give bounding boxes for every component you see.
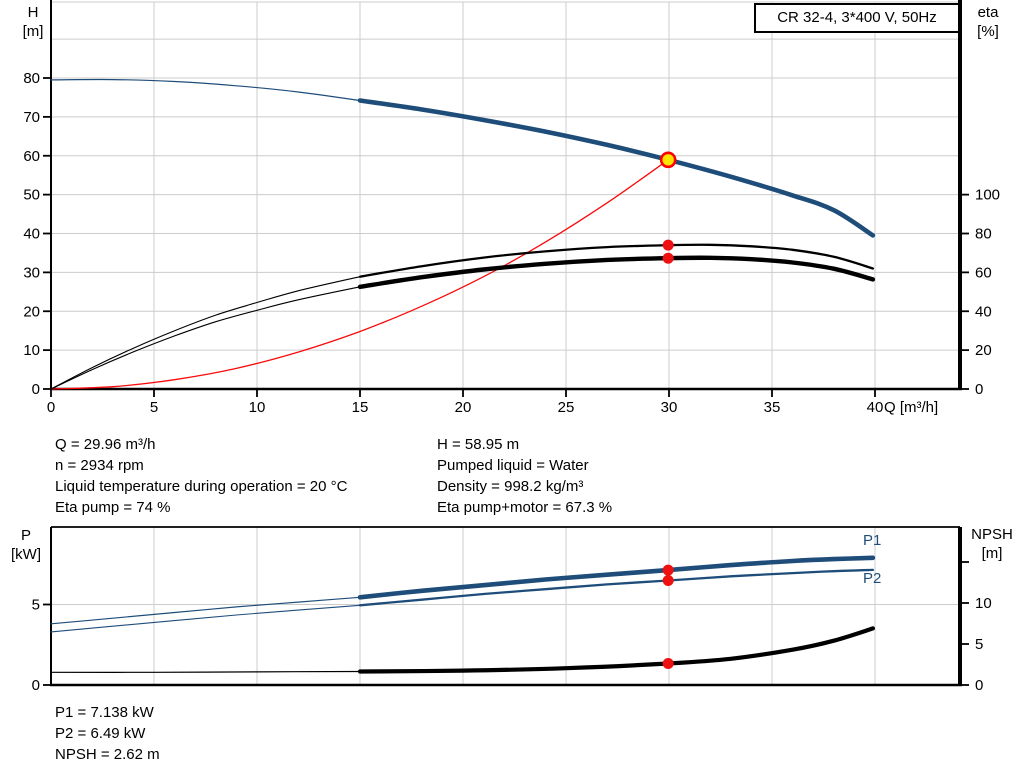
- svg-text:70: 70: [23, 109, 40, 126]
- bottom-grid: [51, 526, 960, 685]
- svg-text:60: 60: [975, 264, 992, 281]
- pump-designation-label: CR 32-4, 3*400 V, 50Hz: [777, 9, 937, 26]
- svg-text:20: 20: [455, 399, 472, 416]
- svg-text:10: 10: [23, 342, 40, 359]
- svg-text:10: 10: [249, 399, 266, 416]
- svg-text:30: 30: [23, 264, 40, 281]
- eta-pump-curve: [50, 276, 361, 390]
- result-p1: P1 = 7.138 kW: [55, 704, 154, 721]
- npsh-axis-title-line1: NPSH: [971, 526, 1013, 543]
- info-pumped-liquid: Pumped liquid = Water: [437, 457, 589, 474]
- eta-pump-motor-curve: [50, 286, 361, 390]
- npsh-curve: [50, 670, 361, 673]
- bottom-chart: 0 5 0 5 10: [32, 526, 992, 694]
- p1-curve-label: P1: [863, 532, 882, 549]
- p2-curve: [358, 568, 875, 607]
- svg-text:15: 15: [352, 399, 369, 416]
- svg-text:30: 30: [661, 399, 678, 416]
- svg-text:20: 20: [23, 303, 40, 320]
- npsh-point-marker: [662, 658, 674, 670]
- info-head: H = 58.95 m: [437, 436, 520, 453]
- q-axis-title: Q [m³/h]: [884, 399, 939, 416]
- result-p2: P2 = 6.49 kW: [55, 725, 146, 742]
- svg-text:0: 0: [975, 381, 983, 398]
- svg-text:0: 0: [975, 677, 983, 694]
- svg-text:40: 40: [867, 399, 884, 416]
- info-eta-pump-motor: Eta pump+motor = 67.3 %: [437, 499, 613, 516]
- pump-designation-box: CR 32-4, 3*400 V, 50Hz: [754, 3, 960, 33]
- svg-text:5: 5: [150, 399, 158, 416]
- svg-text:100: 100: [975, 187, 1000, 204]
- info-liquid-temperature: Liquid temperature during operation = 20…: [55, 478, 348, 495]
- info-speed: n = 2934 rpm: [55, 457, 144, 474]
- p1-curve: [357, 555, 876, 600]
- eta-pump-motor-point-marker: [662, 252, 674, 264]
- top-chart: 0 10 20 30 40 50 60 70 80 0 20 40 60 80 100 0 5 10 15 20 25 3…: [23, 0, 1000, 416]
- h-axis-title-line2: [m]: [22, 23, 44, 40]
- p2-point-marker: [662, 575, 674, 587]
- h-axis-title-line1: H: [27, 4, 39, 21]
- svg-text:0: 0: [47, 399, 55, 416]
- svg-text:80: 80: [23, 70, 40, 87]
- eta-axis-title-line1: eta: [977, 4, 999, 21]
- p1-point-marker: [662, 564, 674, 576]
- head-curve: [50, 78, 361, 102]
- info-eta-pump: Eta pump = 74 %: [55, 499, 171, 516]
- h-axis-title: H [m]: [13, 3, 53, 41]
- duty-info-left: Q = 29.96 m³/h n = 2934 rpm Liquid tempe…: [55, 434, 347, 518]
- svg-text:5: 5: [32, 597, 40, 614]
- eta-axis-title: eta [%]: [966, 3, 1010, 41]
- svg-text:40: 40: [975, 303, 992, 320]
- npsh-axis-title-line2: [m]: [981, 545, 1003, 562]
- svg-text:5: 5: [975, 636, 983, 653]
- info-flow: Q = 29.96 m³/h: [55, 436, 156, 453]
- duty-point-marker[interactable]: [659, 151, 677, 169]
- svg-text:25: 25: [558, 399, 575, 416]
- top-axes: 0 10 20 30 40 50 60 70 80 0 20 40 60 80 100 0 5 10 15 20 25 3…: [23, 0, 1000, 416]
- svg-text:40: 40: [23, 226, 40, 243]
- p2-curve-label: P2: [863, 570, 882, 587]
- bottom-axes: 0 5 0 5 10: [32, 527, 992, 694]
- duty-info-right: H = 58.95 m Pumped liquid = Water Densit…: [437, 434, 612, 518]
- p2-curve: [50, 604, 361, 633]
- top-grid: [51, 1, 960, 389]
- p-axis-title-line2: [kW]: [11, 546, 41, 563]
- p1-curve: [50, 596, 361, 625]
- svg-text:35: 35: [764, 399, 781, 416]
- eta-axis-title-line2: [%]: [977, 23, 999, 40]
- svg-text:50: 50: [23, 187, 40, 204]
- svg-text:0: 0: [32, 677, 40, 694]
- svg-text:10: 10: [975, 595, 992, 612]
- npsh-axis-title: NPSH [m]: [964, 525, 1020, 563]
- p-axis-title: P [kW]: [4, 526, 48, 564]
- svg-text:60: 60: [23, 148, 40, 165]
- system-curve: [50, 159, 669, 390]
- svg-text:80: 80: [975, 226, 992, 243]
- head-curve: [357, 98, 876, 238]
- result-npsh: NPSH = 2.62 m: [55, 746, 160, 763]
- npsh-curve: [357, 626, 875, 674]
- svg-text:20: 20: [975, 342, 992, 359]
- info-density: Density = 998.2 kg/m³: [437, 478, 584, 495]
- result-info: P1 = 7.138 kW P2 = 6.49 kW NPSH = 2.62 m: [55, 702, 160, 765]
- p-axis-title-line1: P: [20, 527, 31, 544]
- svg-text:0: 0: [32, 381, 40, 398]
- eta-pump-point-marker: [662, 239, 674, 251]
